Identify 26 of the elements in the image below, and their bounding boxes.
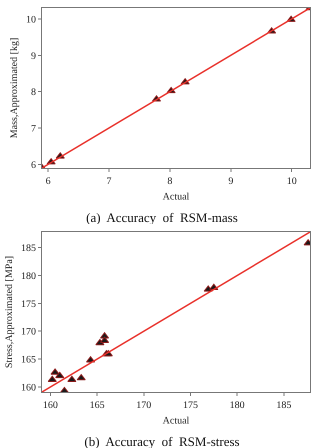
y-tick-label: 165 (21, 354, 36, 366)
x-axis-title: Actual (162, 416, 190, 426)
y-tick-label: 170 (21, 326, 36, 338)
y-tick-label: 9 (31, 50, 36, 62)
y-tick-label: 10 (26, 14, 36, 26)
y-tick-label: 180 (21, 270, 36, 282)
x-tick-label: 8 (167, 176, 172, 187)
x-tick-label: 10 (286, 176, 297, 187)
y-tick-label: 160 (21, 382, 36, 394)
y-tick-label: 6 (31, 160, 36, 171)
x-tick-label: 165 (90, 400, 105, 411)
y-tick-label: 175 (21, 298, 36, 310)
x-tick-label: 180 (230, 400, 245, 411)
x-tick-label: 170 (136, 400, 152, 411)
y-tick-label: 8 (31, 87, 36, 98)
x-tick-label: 185 (276, 400, 292, 411)
x-tick-label: 7 (106, 176, 112, 187)
y-tick-label: 185 (21, 243, 36, 254)
x-tick-label: 6 (46, 176, 51, 187)
y-axis-title: Stress,Approximated [MPa] (4, 256, 15, 368)
x-axis-title: Actual (162, 192, 190, 202)
y-tick-label: 7 (31, 124, 36, 134)
y-axis-title: Mass,Approximated [kg] (9, 38, 20, 138)
x-tick-label: 160 (42, 400, 58, 411)
x-tick-label: 175 (182, 400, 198, 411)
x-tick-label: 9 (228, 176, 234, 187)
